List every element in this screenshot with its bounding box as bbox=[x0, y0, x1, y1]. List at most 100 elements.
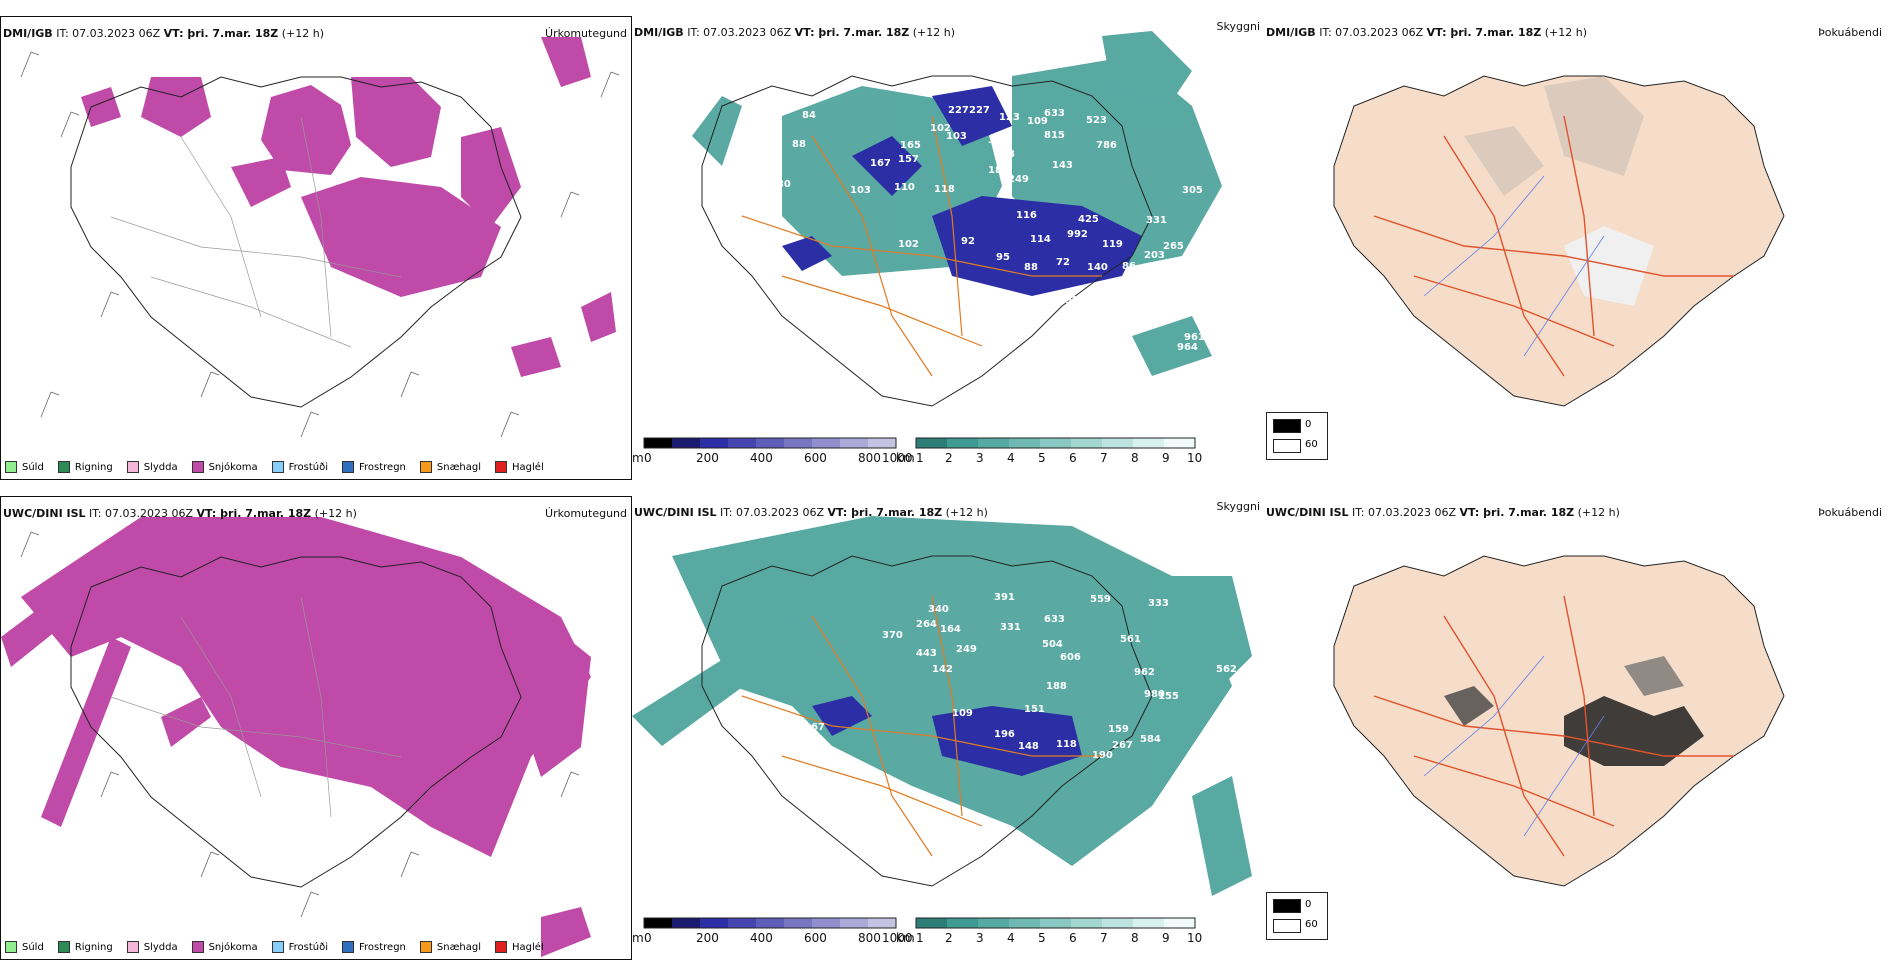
precip-map-dmi bbox=[20, 37, 620, 438]
roads bbox=[110, 116, 402, 348]
value-label: 196 bbox=[994, 729, 1015, 740]
colorbars: m 0 200 400 600 800 1000 km 1 2 3 4 5 6 … bbox=[632, 437, 1202, 465]
vis-bar-tick: 3 bbox=[976, 451, 984, 465]
value-label: 264 bbox=[916, 619, 937, 630]
value-label: 167 bbox=[804, 722, 825, 733]
panel-name: Úrkomutegund bbox=[545, 27, 627, 40]
fog-legend-2: 0 60 bbox=[1266, 892, 1328, 940]
vis-bar-tick: 8 bbox=[1131, 931, 1139, 945]
visibility-panel-uwc: 391 559 340 633 264 164 331 370 443 249 … bbox=[632, 496, 1264, 960]
fog-panel-uwc: UWC/DINI ISL IT: 07.03.2023 06Z VT: þri.… bbox=[1264, 496, 1896, 960]
vis-bar-tick: 8 bbox=[1131, 451, 1139, 465]
vis-bar-tick: 1 bbox=[916, 931, 924, 945]
cloud-bar-tick: 200 bbox=[696, 931, 719, 945]
vis-bar-tick: 7 bbox=[1100, 451, 1108, 465]
legend-item: Haglél bbox=[495, 941, 544, 953]
cloud-bar-tick: 0 bbox=[644, 931, 652, 945]
value-label: 425 bbox=[1078, 214, 1099, 225]
fog-legend-dark: 0 bbox=[1305, 419, 1312, 430]
value-label: 504 bbox=[1042, 639, 1063, 650]
legend-item: Snjókoma bbox=[191, 941, 258, 953]
value-label: 962 bbox=[1134, 667, 1155, 678]
value-label: 633 bbox=[1044, 108, 1065, 119]
value-label: 227 bbox=[969, 105, 990, 116]
value-label: 188 bbox=[1046, 681, 1067, 692]
legend-item: Slydda bbox=[126, 461, 178, 473]
value-label: 190 bbox=[1092, 750, 1113, 761]
value-label: 267 bbox=[1112, 740, 1133, 751]
panel-name: Úrkomutegund bbox=[545, 507, 627, 520]
value-label: 165 bbox=[900, 140, 921, 151]
value-label: 109 bbox=[952, 708, 973, 719]
value-label: 148 bbox=[1018, 741, 1039, 752]
value-label: 143 bbox=[1052, 160, 1073, 171]
value-label: 108 bbox=[994, 149, 1015, 160]
panel-title: DMI/IGB IT: 07.03.2023 06Z VT: þri. 7.ma… bbox=[1266, 26, 1588, 39]
precip-legend: Súld Rigning Slydda Snjókoma Frostúði Fr… bbox=[5, 461, 544, 473]
legend-item: Frostregn bbox=[342, 461, 406, 473]
cloud-bar-tick: 800 bbox=[858, 451, 881, 465]
cloud-bar-tick: 1000 bbox=[882, 931, 913, 945]
value-label: 559 bbox=[1090, 594, 1111, 605]
value-label: 8 bbox=[772, 216, 779, 227]
vis-bar-tick: 3 bbox=[976, 931, 984, 945]
legend-item: Frostúði bbox=[271, 461, 328, 473]
legend-item: Súld bbox=[5, 941, 44, 953]
vis-bar-tick: 10 bbox=[1187, 451, 1202, 465]
panel-name: Þokuábendi bbox=[1818, 506, 1882, 519]
vis-bar-tick: 5 bbox=[1038, 451, 1046, 465]
legend-item: Snæhagl bbox=[419, 461, 481, 473]
value-label: 88 bbox=[1024, 262, 1038, 273]
value-label: 606 bbox=[1060, 652, 1081, 663]
cloud-bar-tick: 400 bbox=[750, 931, 773, 945]
value-label: 340 bbox=[928, 604, 949, 615]
value-label: 195 bbox=[1056, 321, 1077, 332]
value-label: 159 bbox=[1108, 724, 1129, 735]
value-label: 103 bbox=[850, 185, 871, 196]
vis-colorbar bbox=[915, 917, 1196, 929]
value-label: 562 bbox=[1216, 664, 1237, 675]
vis-bar-tick: 5 bbox=[1038, 931, 1046, 945]
value-label: 391 bbox=[994, 592, 1015, 603]
cloud-bar-tick: 800 bbox=[858, 931, 881, 945]
cloud-bar-unit: m bbox=[632, 451, 644, 465]
value-label: 95 bbox=[996, 252, 1010, 263]
precip-legend: Súld Rigning Slydda Snjókoma Frostúði Fr… bbox=[5, 941, 544, 953]
value-label: 157 bbox=[898, 154, 919, 165]
cloud-bar-tick: 400 bbox=[750, 451, 773, 465]
precip-map-uwc bbox=[1, 517, 591, 957]
value-label: 88 bbox=[792, 139, 806, 150]
value-label: 123 bbox=[999, 112, 1020, 123]
value-label: 230 bbox=[770, 179, 791, 190]
value-label: 964 bbox=[1177, 342, 1198, 353]
value-label: 119 bbox=[1102, 239, 1123, 250]
panel-name: Skyggni bbox=[1216, 20, 1260, 33]
value-label: 185 bbox=[988, 165, 1009, 176]
value-label: 103 bbox=[946, 131, 967, 142]
value-label: 523 bbox=[1086, 115, 1107, 126]
panel-title: UWC/DINI ISL IT: 07.03.2023 06Z VT: þri.… bbox=[3, 507, 357, 520]
legend-item: Rigning bbox=[57, 461, 113, 473]
fog-legend-light: 60 bbox=[1305, 439, 1318, 450]
precip-type-panel-dmi: DMI/IGB IT: 07.03.2023 06Z VT: þri. 7.ma… bbox=[0, 16, 632, 480]
value-label: 167 bbox=[870, 158, 891, 169]
cloud-base-values: 31 84 88 227 123 633 109 227 102 103 157… bbox=[747, 105, 1205, 386]
value-label: 164 bbox=[940, 624, 961, 635]
fog-legend-1: 0 60 bbox=[1266, 412, 1328, 460]
cloud-map-dmi: 31 84 88 227 123 633 109 227 102 103 157… bbox=[692, 31, 1222, 407]
value-label: 52 bbox=[934, 375, 948, 386]
value-label: 92 bbox=[961, 236, 975, 247]
value-label: 190 bbox=[1058, 295, 1079, 306]
legend-item: Slydda bbox=[126, 941, 178, 953]
value-label: 140 bbox=[1087, 262, 1108, 273]
wind-barbs bbox=[20, 51, 620, 438]
cloud-bar-tick: 0 bbox=[644, 451, 652, 465]
fog-legend-light: 60 bbox=[1305, 919, 1318, 930]
value-label: 102 bbox=[930, 123, 951, 134]
legend-item: Súld bbox=[5, 461, 44, 473]
value-label: 786 bbox=[1096, 140, 1117, 151]
legend-item: Rigning bbox=[57, 941, 113, 953]
cloud-colorbar bbox=[643, 437, 897, 449]
vis-bar-tick: 9 bbox=[1162, 931, 1170, 945]
cloud-bar-tick: 1000 bbox=[882, 451, 913, 465]
